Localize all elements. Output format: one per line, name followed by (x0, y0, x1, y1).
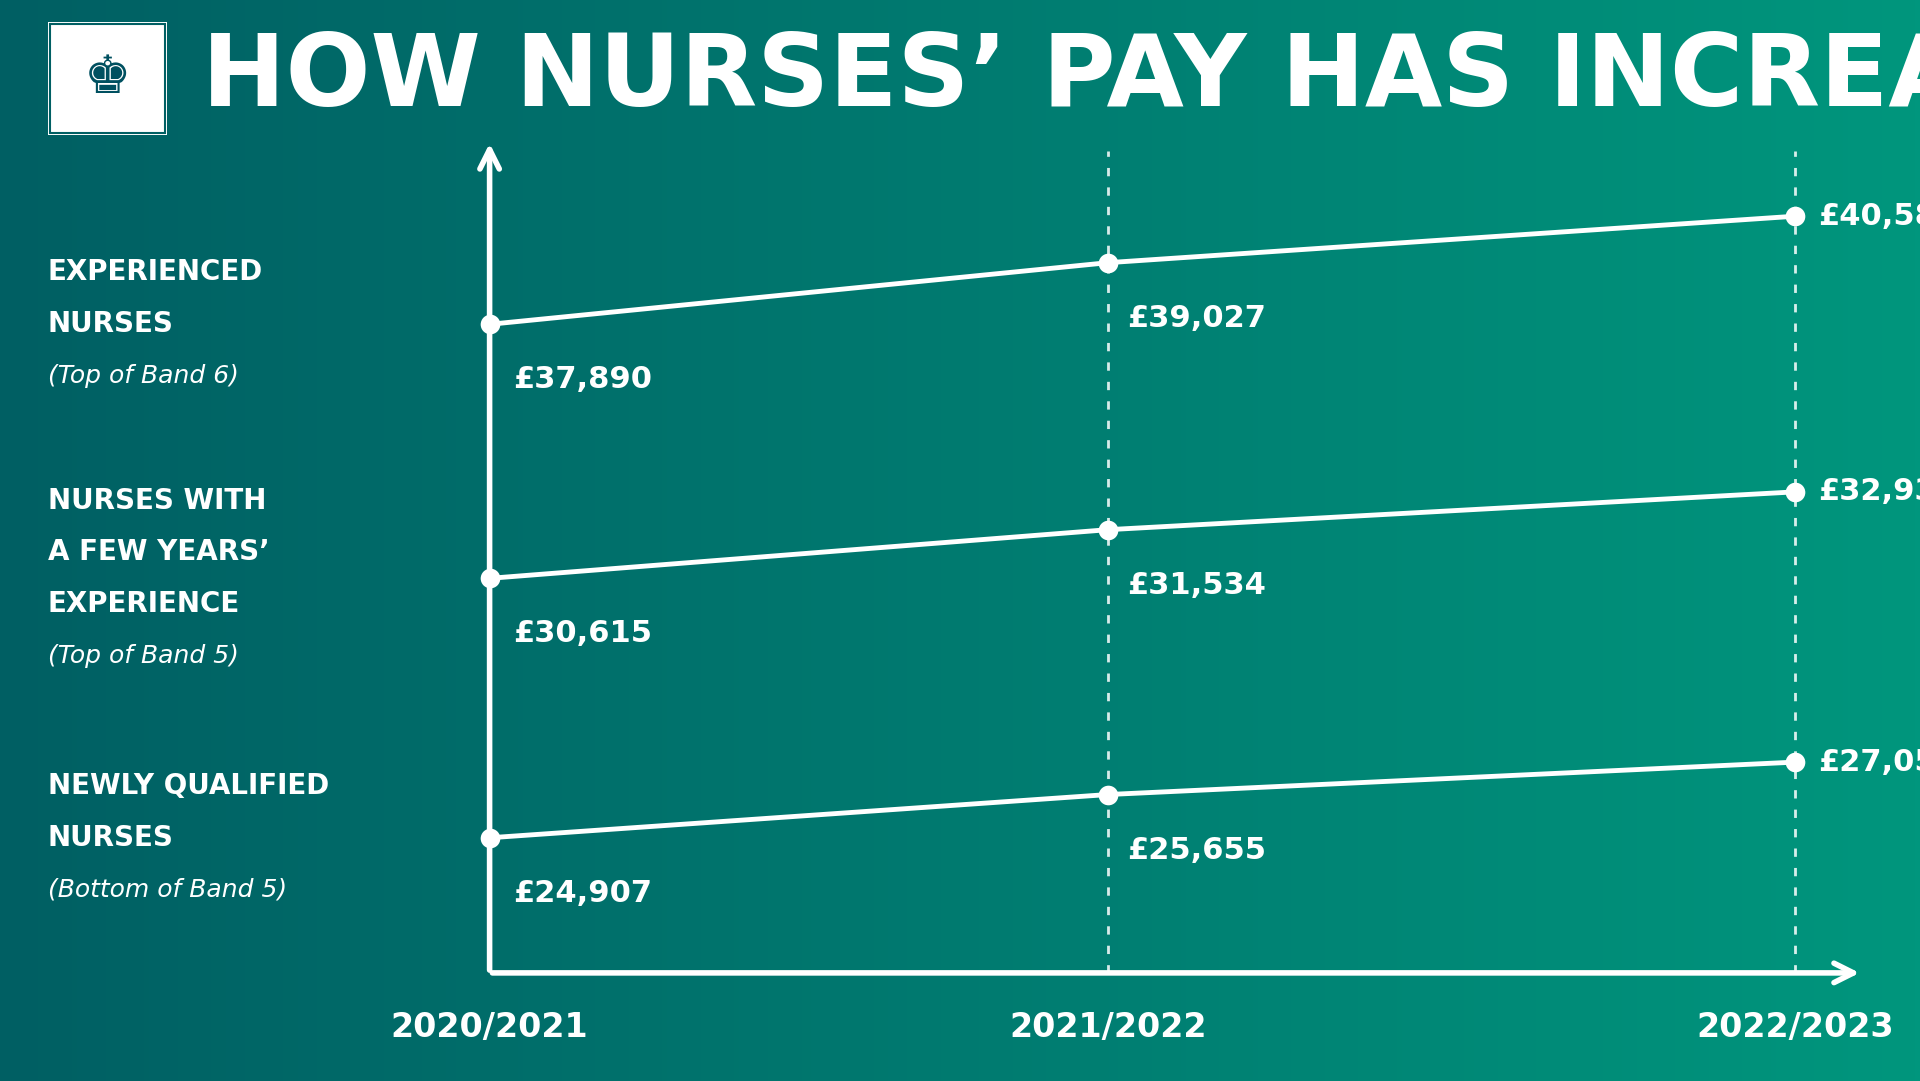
Text: £40,588: £40,588 (1818, 202, 1920, 230)
Text: 2022/2023: 2022/2023 (1697, 1011, 1893, 1044)
Point (1092, 786, 1123, 803)
Text: (Top of Band 5): (Top of Band 5) (48, 644, 238, 668)
Text: £32,934: £32,934 (1818, 478, 1920, 506)
Text: NURSES: NURSES (48, 310, 175, 338)
Text: (Bottom of Band 5): (Bottom of Band 5) (48, 878, 288, 902)
Text: £37,890: £37,890 (513, 365, 651, 395)
Text: 2020/2021: 2020/2021 (392, 1011, 588, 1044)
Text: EXPERIENCE: EXPERIENCE (48, 590, 240, 618)
Text: A FEW YEARS’: A FEW YEARS’ (48, 538, 269, 566)
Text: £24,907: £24,907 (513, 879, 651, 908)
Text: EXPERIENCED: EXPERIENCED (48, 258, 263, 286)
Text: NURSES: NURSES (48, 824, 175, 852)
Text: ♚: ♚ (84, 52, 131, 105)
Point (1780, 753, 1811, 771)
Point (474, 570, 505, 587)
Text: £27,055: £27,055 (1818, 748, 1920, 776)
Text: (Top of Band 6): (Top of Band 6) (48, 364, 238, 388)
Point (1092, 521, 1123, 538)
Point (1780, 483, 1811, 501)
FancyBboxPatch shape (48, 22, 167, 135)
Text: £31,534: £31,534 (1127, 571, 1265, 600)
Text: NURSES WITH: NURSES WITH (48, 486, 267, 515)
Text: £39,027: £39,027 (1127, 304, 1265, 333)
Text: HOW NURSES’ PAY HAS INCREASED: HOW NURSES’ PAY HAS INCREASED (202, 30, 1920, 126)
Text: £30,615: £30,615 (513, 619, 651, 649)
Text: 2021/2022: 2021/2022 (1010, 1011, 1206, 1044)
Point (474, 829, 505, 846)
Point (1092, 254, 1123, 271)
Text: £25,655: £25,655 (1127, 836, 1265, 865)
Text: NEWLY QUALIFIED: NEWLY QUALIFIED (48, 772, 328, 800)
Point (474, 316, 505, 333)
Point (1780, 208, 1811, 225)
